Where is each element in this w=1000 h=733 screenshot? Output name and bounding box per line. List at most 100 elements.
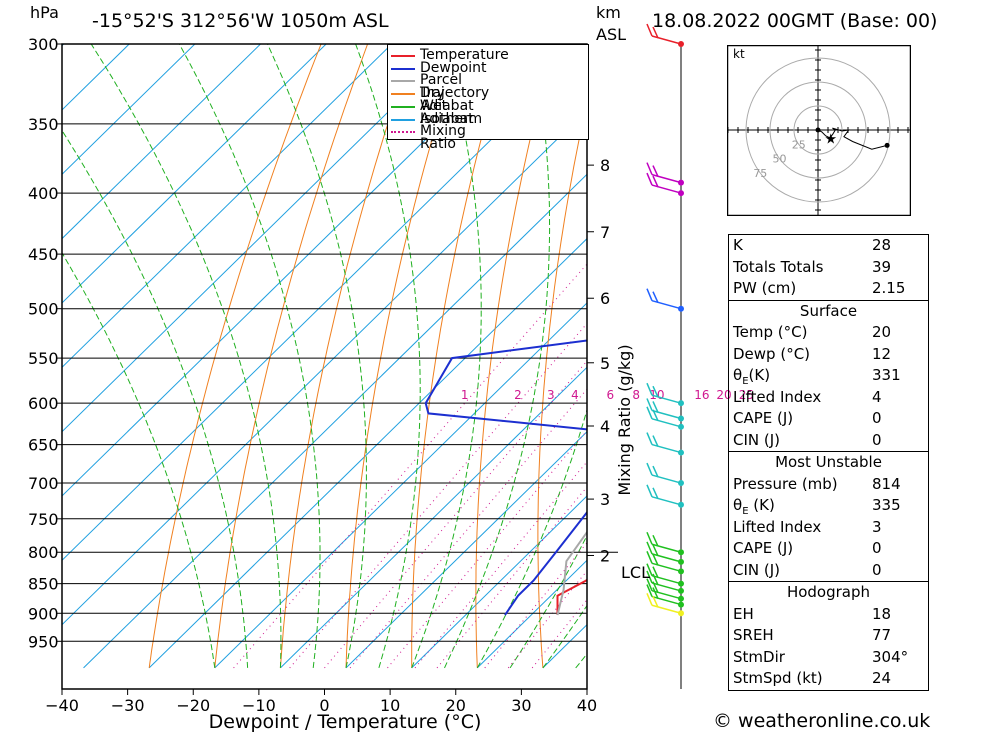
mixing-ratio-line	[484, 541, 587, 669]
legend-label: Dewpoint	[420, 59, 487, 76]
wind-barb-flag	[646, 23, 653, 37]
km-unit-label: km	[596, 3, 621, 22]
wind-barb-shaft	[651, 394, 682, 404]
x-tick-label: −10	[242, 696, 276, 715]
wind-barb-shaft	[651, 474, 682, 484]
mixing-ratio-line	[289, 322, 587, 669]
stats-row: Lifted Index 3	[729, 517, 928, 539]
wind-barb-flag	[652, 534, 659, 547]
dry-adiabat-line	[214, 44, 369, 668]
legend-swatch	[391, 55, 415, 57]
mixing-ratio-label: 3	[547, 388, 555, 402]
mixing-ratio-label: 8	[632, 388, 640, 402]
wind-barb-flag	[652, 554, 659, 566]
wind-barb-flag	[652, 26, 659, 39]
wind-barb-flag	[646, 484, 653, 498]
dry-adiabat-line	[148, 44, 322, 668]
wind-barb-shaft	[651, 35, 682, 45]
legend-label: Mixing Ratio	[420, 123, 466, 153]
legend-label: Temperature	[420, 47, 509, 63]
stats-label: Dewp (°C)	[733, 344, 811, 363]
lcl-label: LCL	[621, 563, 650, 582]
stats-section-title: Most Unstable	[775, 453, 882, 471]
stats-label-sub: E	[742, 376, 749, 387]
wind-barb	[646, 484, 684, 508]
dry-adiabat-line	[656, 8, 700, 668]
wind-barb-flag	[652, 544, 659, 557]
isotherm-line	[62, 44, 262, 240]
stats-value: 77	[872, 626, 892, 644]
wet-adiabat-line	[266, 44, 367, 669]
y-tick-label: 850	[28, 575, 59, 594]
isotherm-line	[411, 495, 587, 669]
isotherm-line	[62, 44, 65, 47]
stats-label: StmDir	[733, 647, 785, 666]
x-tick-label: 40	[577, 696, 597, 715]
legend-label: Parcel Trajectory	[420, 72, 490, 102]
stats-label: K	[733, 236, 743, 254]
wind-barb	[646, 462, 684, 487]
stats-row: PW (cm) 2.15	[729, 278, 928, 300]
isotherm-line	[62, 109, 587, 626]
wind-barb	[646, 578, 684, 602]
wind-barb-shaft	[651, 589, 682, 600]
hodograph: kt 25 50 75 ★	[727, 45, 911, 216]
legend-label: Isotherm	[420, 110, 483, 127]
mixing-ratio-axis-title: Mixing Ratio (g/kg)	[615, 344, 634, 495]
wind-barb-shaft	[651, 184, 682, 194]
mixing-ratio-line	[507, 570, 587, 669]
storm-motion-marker: ★	[824, 132, 837, 148]
wind-barb-flag	[646, 563, 653, 576]
legend-swatch	[391, 131, 415, 134]
wind-barb	[646, 531, 684, 556]
wind-barb-flag	[652, 291, 659, 304]
wind-barb-shaft	[651, 574, 682, 585]
stats-label: Lifted Index	[733, 387, 822, 406]
stats-value: 28	[872, 236, 892, 254]
stats-label-sub: E	[742, 506, 749, 517]
stats-row: K 28	[729, 235, 928, 257]
dry-adiabat-line	[971, 8, 1000, 668]
wet-adiabat-line	[411, 44, 482, 669]
stats-label: Temp (°C)	[733, 323, 808, 341]
isotherm-line	[62, 44, 327, 304]
stats-label: θE(K)	[733, 365, 770, 387]
mixing-ratio-line	[436, 486, 587, 669]
stats-value: 2.15	[872, 279, 906, 297]
stats-value: 331	[872, 366, 901, 384]
mixing-ratio-label: 6	[606, 388, 614, 402]
wind-barb	[646, 541, 684, 565]
hodograph-ring-label: 25	[792, 138, 806, 151]
x-tick-label: 30	[511, 696, 531, 715]
wind-barb	[646, 406, 684, 430]
stats-value: 335	[872, 496, 901, 514]
wind-barb-flag	[652, 595, 659, 608]
stats-row: CIN (J) 0	[729, 560, 928, 582]
hodograph-start-point	[815, 127, 821, 133]
hodograph-ring-label: 75	[753, 167, 767, 180]
stats-label: CAPE (J)	[733, 409, 794, 427]
wind-barb-shaft	[651, 496, 682, 506]
isotherm-line	[62, 44, 459, 433]
wind-barb	[646, 432, 684, 456]
km-tick-label: 3	[600, 490, 610, 509]
stats-label: StmSpd (kt)	[733, 669, 823, 687]
wind-barb-shaft	[651, 604, 682, 615]
x-tick-label: 0	[319, 696, 329, 715]
stats-row: Pressure (mb) 814	[729, 474, 928, 496]
wind-barb	[646, 398, 684, 422]
wind-barb-flag	[646, 432, 653, 445]
stats-row: CAPE (J) 0	[729, 408, 928, 430]
y-tick-label: 950	[28, 632, 59, 651]
mixing-ratio-label: 2	[514, 388, 522, 402]
wet-adiabat-line	[62, 251, 216, 668]
copyright: © weatheronline.co.uk	[713, 710, 931, 732]
km-tick-label: 7	[600, 223, 610, 242]
location-title: -15°52'S 312°56'W 1050m ASL	[92, 10, 389, 32]
wind-barb-flag	[652, 573, 659, 586]
stats-row: StmDir 304°	[729, 647, 928, 669]
x-tick-label: 10	[380, 696, 400, 715]
stats-panel: K 28 Totals Totals 39 PW (cm) 2.15 Surface Tem…	[728, 234, 929, 691]
wind-barb-shaft	[651, 443, 682, 454]
stats-value: 0	[872, 430, 882, 449]
